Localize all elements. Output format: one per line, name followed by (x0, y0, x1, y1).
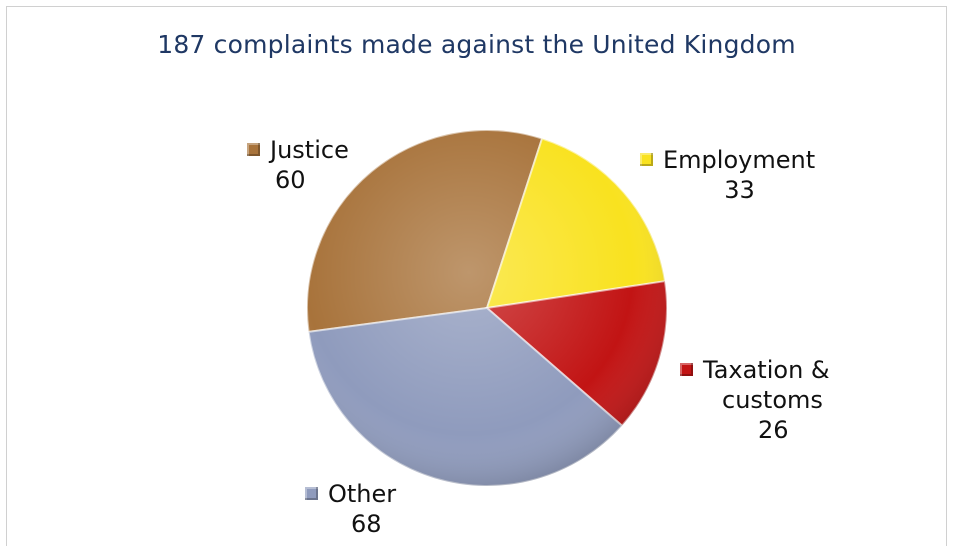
label-employment-value: 33 (724, 176, 755, 204)
taxation-swatch (680, 363, 693, 376)
label-taxation-value: 26 (758, 416, 789, 444)
label-justice-value: 60 (275, 166, 306, 194)
other-swatch (305, 487, 318, 500)
label-other-name: Other (328, 480, 397, 508)
justice-swatch (247, 143, 260, 156)
label-justice: Justice 60 (247, 135, 349, 195)
label-justice-name: Justice (270, 136, 349, 164)
label-other-value: 68 (351, 510, 382, 538)
label-taxation-name-line1: Taxation & (703, 356, 830, 384)
label-employment: Employment 33 (640, 145, 815, 205)
chart-title: 187 complaints made against the United K… (157, 30, 796, 59)
employment-swatch (640, 153, 653, 166)
label-taxation: Taxation & customs 26 (680, 355, 830, 445)
label-taxation-name-line2: customs (722, 386, 823, 414)
label-other: Other 68 (305, 479, 396, 539)
label-employment-name: Employment (663, 146, 816, 174)
